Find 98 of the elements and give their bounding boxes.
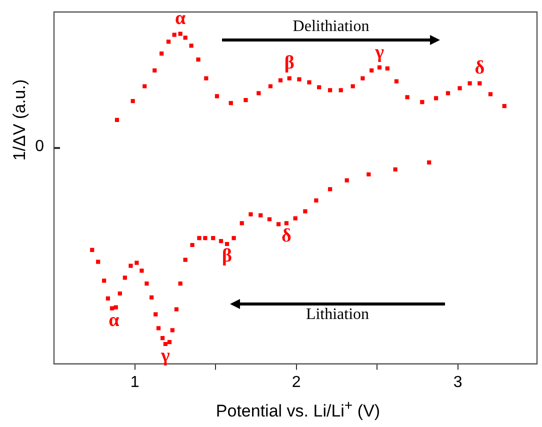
point <box>488 92 493 96</box>
point <box>224 242 230 246</box>
point <box>204 76 208 80</box>
annotation: Lithiation <box>304 306 370 324</box>
point <box>307 80 312 84</box>
point <box>114 118 120 122</box>
point <box>240 221 244 226</box>
point <box>197 236 202 240</box>
point <box>122 276 127 280</box>
point <box>142 84 147 88</box>
point <box>338 88 343 92</box>
point <box>502 104 506 108</box>
point <box>118 291 122 296</box>
x-tick-label: 1 <box>130 374 140 391</box>
point <box>134 260 139 265</box>
point <box>196 57 200 62</box>
annotation: α <box>108 310 120 331</box>
point <box>344 178 349 182</box>
point <box>130 99 135 104</box>
point <box>218 238 224 244</box>
point <box>314 198 318 202</box>
point <box>163 342 168 346</box>
point <box>178 282 182 286</box>
point <box>128 264 133 268</box>
x-tick-label: 2 <box>292 374 301 391</box>
point <box>317 85 322 90</box>
point <box>276 222 281 226</box>
point <box>178 32 182 36</box>
point <box>174 307 178 312</box>
y-axis-title: 1/ΔV (a.u.) <box>10 78 30 163</box>
point <box>160 52 164 56</box>
point <box>228 101 233 106</box>
point <box>203 236 208 240</box>
point <box>156 326 161 330</box>
point <box>394 79 399 84</box>
point <box>140 268 144 273</box>
annotation: Delithiation <box>292 18 370 36</box>
point <box>106 296 110 301</box>
point <box>248 212 253 216</box>
point <box>278 78 283 82</box>
point <box>328 88 332 92</box>
point <box>214 94 220 98</box>
point <box>293 216 298 220</box>
point <box>268 84 273 88</box>
annotation: β <box>222 245 232 266</box>
point <box>478 81 482 86</box>
point <box>172 32 176 37</box>
point <box>160 336 165 340</box>
point <box>328 187 332 192</box>
point <box>284 221 289 226</box>
point <box>468 81 472 86</box>
annotation: δ <box>474 58 485 79</box>
point <box>360 76 365 80</box>
point <box>167 340 172 344</box>
point <box>420 100 424 104</box>
point <box>211 236 216 240</box>
point <box>377 65 382 70</box>
point <box>256 91 261 96</box>
point <box>150 295 154 300</box>
point <box>154 312 158 316</box>
point <box>170 328 174 332</box>
annotation: γ <box>374 42 384 63</box>
point <box>96 260 100 264</box>
x-axis-title: Potential vs. Li/Li$^{+}$ (V) <box>214 398 382 422</box>
point <box>152 68 157 72</box>
point <box>366 172 371 176</box>
point <box>114 305 118 310</box>
point <box>258 213 263 218</box>
point <box>427 160 432 165</box>
point <box>446 91 450 96</box>
point <box>90 248 94 252</box>
text: 0 <box>35 138 44 156</box>
annotation: γ <box>160 345 170 366</box>
annotation: δ <box>282 226 292 247</box>
annotation: β <box>284 52 294 74</box>
point <box>102 278 106 283</box>
point <box>385 66 390 70</box>
point <box>166 40 171 44</box>
point <box>267 217 272 222</box>
point <box>297 77 302 82</box>
point <box>110 306 114 310</box>
point <box>434 96 438 100</box>
point <box>232 236 236 240</box>
point <box>183 258 188 262</box>
point <box>190 242 194 248</box>
point <box>350 84 355 88</box>
point <box>393 167 398 172</box>
point <box>458 86 462 90</box>
point <box>370 68 374 72</box>
point <box>183 36 188 40</box>
point <box>287 76 292 80</box>
x-tick-label: 3 <box>453 374 462 391</box>
annotation: α <box>175 8 186 30</box>
point <box>189 44 194 48</box>
point <box>244 98 248 102</box>
point <box>303 209 308 214</box>
point <box>144 282 149 286</box>
point <box>405 95 410 100</box>
